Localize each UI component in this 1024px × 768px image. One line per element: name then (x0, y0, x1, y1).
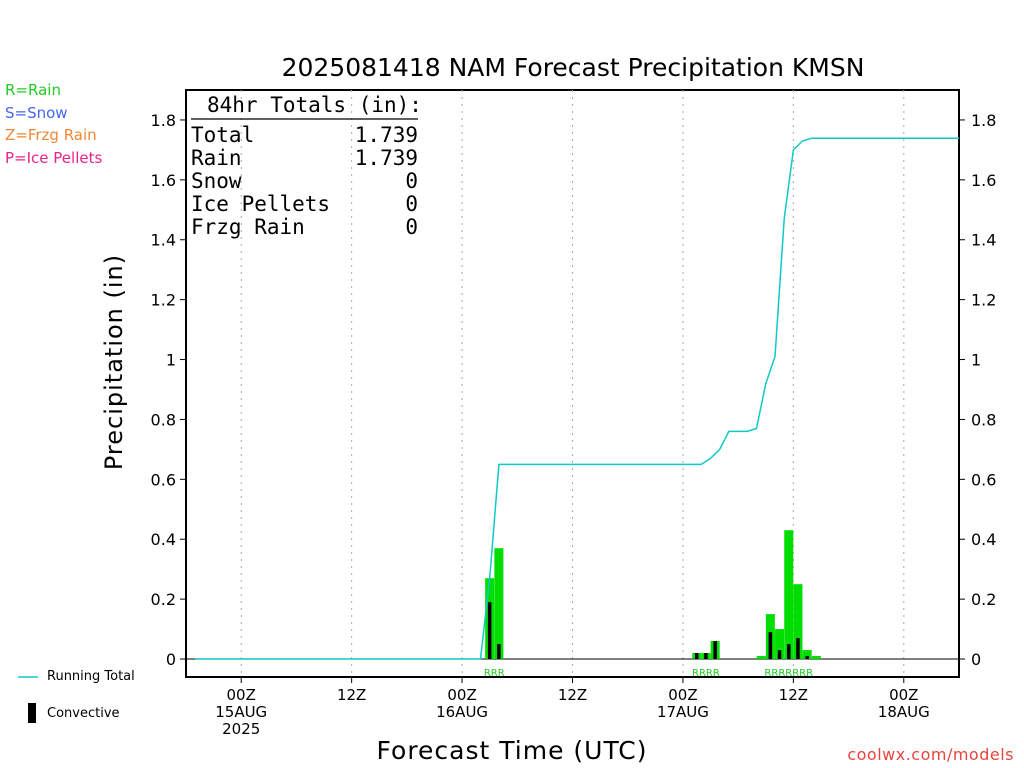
y-tick-label: 1.2 (971, 291, 996, 310)
x-axis-label: Forecast Time (UTC) (377, 736, 648, 765)
totals-value: 1.739 (355, 146, 418, 170)
ptype-marker: RRRRRRR (764, 668, 813, 679)
chart-title: 2025081418 NAM Forecast Precipitation KM… (282, 53, 865, 82)
x-tick-label: 00Z (668, 686, 697, 704)
x-tick-label: 00Z (227, 686, 256, 704)
x-tick-label: 12Z (779, 686, 808, 704)
convective-bar (777, 650, 782, 660)
totals-label: Ice Pellets (191, 192, 330, 216)
site-credit: coolwx.com/models (847, 745, 1014, 764)
totals-value: 0 (405, 192, 418, 216)
y-tick-label: 0.2 (151, 590, 176, 609)
y-tick-label: 0.4 (151, 530, 176, 549)
y-tick-label: 0.8 (151, 410, 176, 429)
y-tick-label: 0.8 (971, 410, 996, 429)
ptype-markers: RRR RRRR RRRRRRR (484, 668, 813, 679)
legend-frzg-rain: Z=Frzg Rain (5, 126, 97, 144)
totals-header: 84hr Totals (in): (207, 93, 422, 117)
legend-snow: S=Snow (5, 104, 68, 122)
x-tick-label: 15AUG (215, 703, 267, 721)
grid-lines (240, 90, 905, 677)
legend-rain: R=Rain (5, 81, 61, 99)
totals-value: 0 (405, 215, 418, 239)
x-tick-label: 2025 (222, 720, 260, 738)
convective-bar (768, 632, 773, 660)
y-tick-label: 1.6 (151, 171, 176, 190)
x-tick-label: 16AUG (436, 703, 488, 721)
rain-bar (494, 548, 504, 660)
rain-bar (811, 656, 821, 660)
convective-bars (487, 602, 809, 660)
x-tick-label: 12Z (337, 686, 366, 704)
y-tick-label: 1.6 (971, 171, 996, 190)
y-axis-left: 0 0.2 0.4 0.6 0.8 1 1.2 1.4 1.6 1.8 (151, 111, 186, 669)
y-tick-label: 1.2 (151, 291, 176, 310)
convective-bar (796, 638, 800, 660)
totals-label: Rain (191, 146, 242, 170)
x-tick-label: 00Z (447, 686, 476, 704)
y-tick-label: 0 (971, 650, 981, 669)
running-total-line (195, 137, 959, 660)
y-tick-label: 0 (166, 650, 176, 669)
y-tick-label: 1.8 (151, 111, 176, 130)
rain-bar (793, 584, 803, 660)
y-tick-label: 1 (166, 351, 176, 370)
x-tick-label: 00Z (889, 686, 918, 704)
ptype-marker: RRRR (692, 668, 720, 679)
ptype-marker: RRR (484, 668, 505, 679)
y-tick-label: 0.6 (971, 470, 996, 489)
totals-value: 0 (405, 169, 418, 193)
convective-bar (487, 602, 492, 660)
x-tick-label: 12Z (558, 686, 587, 704)
y-tick-label: 1.4 (151, 231, 176, 250)
convective-legend-swatch (28, 703, 36, 723)
convective-bar (787, 644, 791, 660)
rain-bar (802, 650, 812, 660)
rain-bar (756, 656, 766, 660)
y-axis-right: 0 0.2 0.4 0.6 0.8 1 1.2 1.4 1.6 1.8 (959, 111, 996, 669)
totals-label: Total (191, 123, 254, 147)
rain-bar (775, 629, 785, 660)
y-tick-label: 0.4 (971, 530, 996, 549)
y-tick-label: 0.2 (971, 590, 996, 609)
y-tick-label: 0.6 (151, 470, 176, 489)
y-axis-label: Precipitation (in) (100, 254, 128, 470)
convective-bar (805, 656, 809, 660)
convective-bar (497, 644, 501, 660)
legend-running-total: Running Total (47, 669, 135, 684)
y-tick-label: 1.4 (971, 231, 996, 250)
x-tick-label: 18AUG (878, 703, 930, 721)
y-tick-label: 1.8 (971, 111, 996, 130)
y-tick-label: 1 (971, 351, 981, 370)
convective-bar (713, 641, 717, 660)
convective-bar (704, 653, 708, 660)
convective-bar (694, 653, 699, 660)
totals-label: Snow (191, 169, 242, 193)
totals-box: 84hr Totals (in): Total 1.739 Rain 1.739… (191, 93, 422, 239)
rain-bar (784, 530, 794, 660)
totals-value: 1.739 (355, 123, 418, 147)
legend-ice-pellets: P=Ice Pellets (5, 149, 103, 167)
legend-convective: Convective (47, 706, 120, 721)
x-tick-label: 17AUG (657, 703, 709, 721)
totals-label: Frzg Rain (191, 215, 305, 239)
